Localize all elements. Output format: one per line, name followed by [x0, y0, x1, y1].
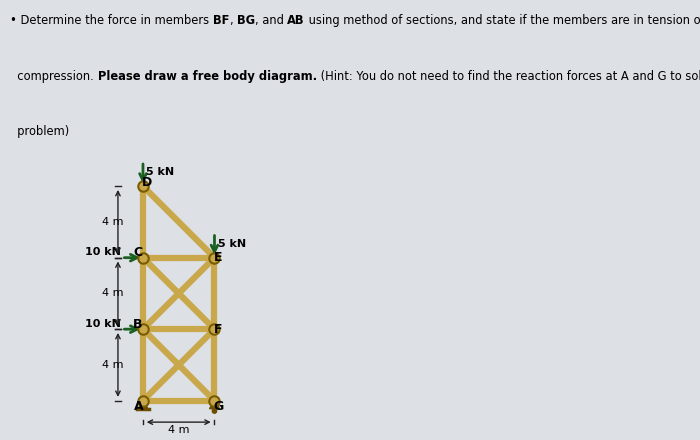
- Text: 5 kN: 5 kN: [218, 239, 246, 249]
- Text: 10 kN: 10 kN: [85, 247, 120, 257]
- Text: ,: ,: [230, 14, 237, 27]
- Text: 4 m: 4 m: [102, 360, 123, 370]
- Text: G: G: [214, 400, 223, 413]
- Text: D: D: [142, 176, 152, 189]
- Text: problem): problem): [10, 125, 69, 138]
- Text: 10 kN: 10 kN: [85, 319, 120, 329]
- Text: (Hint: You do not need to find the reaction forces at A and G to solve this: (Hint: You do not need to find the react…: [317, 70, 700, 83]
- Text: 4 m: 4 m: [102, 289, 123, 298]
- Text: , and: , and: [255, 14, 288, 27]
- Polygon shape: [209, 401, 220, 409]
- Text: F: F: [214, 323, 223, 336]
- Text: AB: AB: [288, 14, 305, 27]
- Text: 5 kN: 5 kN: [146, 167, 174, 177]
- Text: 4 m: 4 m: [102, 217, 123, 227]
- Text: • Determine the force in members: • Determine the force in members: [10, 14, 213, 27]
- Text: compression.: compression.: [10, 70, 98, 83]
- Text: BF: BF: [213, 14, 230, 27]
- Text: B: B: [133, 318, 143, 331]
- Text: A: A: [134, 400, 144, 413]
- Text: Please draw a free body diagram.: Please draw a free body diagram.: [98, 70, 317, 83]
- Text: BG: BG: [237, 14, 255, 27]
- Text: E: E: [214, 251, 223, 264]
- Text: 4 m: 4 m: [168, 425, 190, 435]
- Polygon shape: [138, 401, 148, 409]
- Text: C: C: [134, 246, 143, 259]
- Circle shape: [212, 409, 216, 413]
- Text: using method of sections, and state if the members are in tension or: using method of sections, and state if t…: [305, 14, 700, 27]
